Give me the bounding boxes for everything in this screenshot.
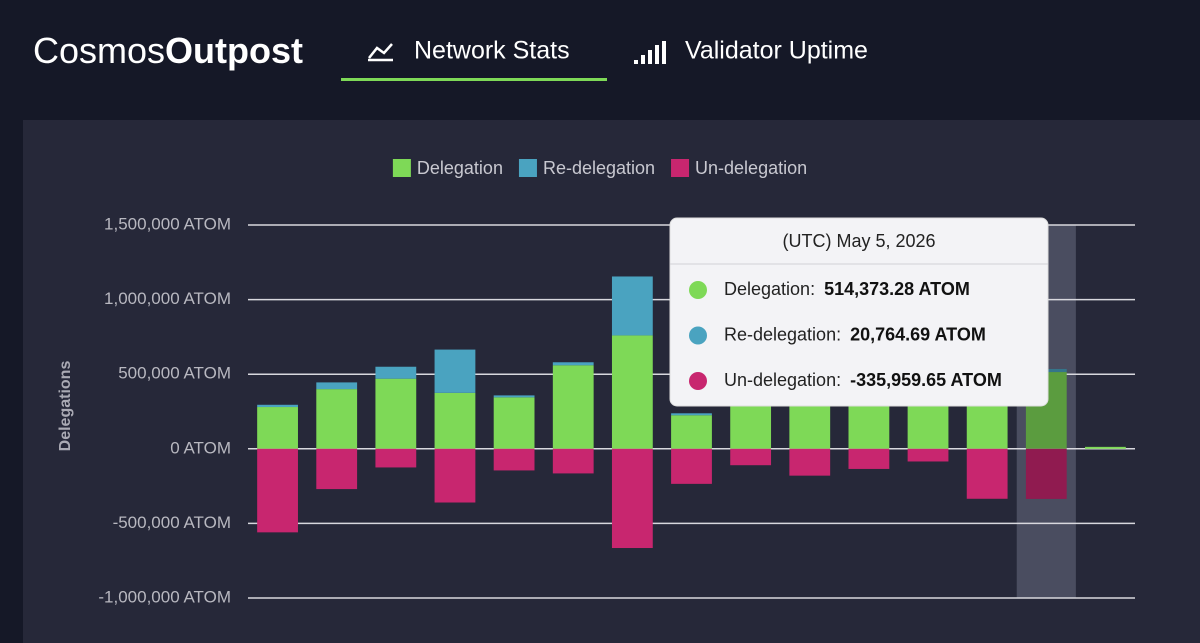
signal-icon — [662, 41, 666, 64]
legend-label: Delegation — [417, 158, 503, 178]
y-tick-label: 0 ATOM — [170, 438, 231, 457]
bar-segment — [493, 395, 535, 398]
bar-segment — [316, 382, 358, 390]
tooltip-label: Re-delegation: — [724, 324, 841, 344]
bar-segment — [434, 448, 476, 503]
bar-segment — [611, 448, 653, 549]
bar-segment — [671, 415, 712, 449]
y-tick-label: -1,000,000 ATOM — [98, 587, 231, 606]
bar-segment — [966, 448, 1008, 499]
signal-icon — [634, 60, 638, 64]
active-underline — [341, 78, 607, 81]
tooltip: (UTC) May 5, 2026 Delegation: 514,373.28 A… — [669, 217, 1049, 407]
bar-segment — [493, 397, 535, 449]
bar-segment — [552, 365, 594, 449]
tooltip-label: Un-delegation: — [724, 370, 841, 390]
bar-segment — [1085, 446, 1126, 449]
bar-segment — [1025, 448, 1067, 499]
tooltip-dot — [689, 281, 707, 299]
bar-segment — [257, 404, 298, 408]
legend-swatch — [392, 159, 411, 177]
signal-icon — [655, 45, 659, 64]
tooltip-label: Delegation: — [724, 279, 815, 299]
bar-segment — [552, 448, 594, 474]
nav-label: Validator Uptime — [685, 37, 868, 65]
signal-icon — [641, 55, 645, 64]
y-tick-label: 500,000 ATOM — [118, 364, 231, 383]
bar-segment — [671, 413, 712, 416]
bar-segment — [375, 448, 417, 468]
bar-segment — [493, 448, 535, 471]
tooltip-dot — [689, 372, 707, 390]
bar-segment — [789, 448, 831, 476]
tooltip-value: -335,959.65 ATOM — [850, 370, 1002, 390]
tooltip-value: 20,764.69 ATOM — [850, 324, 986, 344]
y-tick-label: 1,000,000 ATOM — [104, 289, 231, 308]
bar-segment — [434, 392, 476, 449]
tooltip-dot — [689, 326, 707, 345]
bar-segment — [730, 448, 772, 466]
tooltip-box — [669, 217, 1049, 407]
y-axis-title: Delegations — [57, 361, 74, 452]
bar-segment — [316, 389, 358, 449]
bar-segment — [316, 448, 358, 490]
legend-swatch — [518, 159, 537, 177]
nav-label: Network Stats — [414, 37, 570, 65]
legend-swatch — [671, 159, 690, 177]
chart-icon — [368, 43, 393, 59]
bar-segment — [375, 366, 417, 379]
y-tick-label: 1,500,000 ATOM — [104, 214, 231, 233]
bar-segment — [257, 448, 298, 533]
bar-segment — [257, 407, 298, 449]
bar-segment — [434, 349, 476, 393]
bar-segment — [611, 276, 653, 336]
signal-icon — [648, 50, 652, 64]
bar-segment — [907, 448, 949, 462]
brand-light: Cosmos — [33, 30, 165, 71]
tooltip-value: 514,373.28 ATOM — [824, 279, 970, 299]
y-tick-label: -500,000 ATOM — [113, 513, 231, 532]
legend-label: Un-delegation — [695, 158, 807, 178]
tooltip-title: (UTC) May 5, 2026 — [782, 231, 935, 251]
nav-network-stats[interactable]: Network Stats — [341, 37, 607, 81]
legend: Delegation Re-delegation Un-delegation — [392, 158, 807, 178]
nav-validator-uptime[interactable]: Validator Uptime — [634, 37, 868, 65]
bar-segment — [671, 448, 712, 484]
bar-segment — [552, 362, 594, 366]
bar-segment — [611, 335, 653, 449]
brand-bold: Outpost — [165, 30, 303, 71]
brand: CosmosOutpost — [33, 30, 303, 71]
bar-segment — [848, 448, 890, 469]
bar-segment — [375, 378, 417, 449]
legend-label: Re-delegation — [543, 158, 655, 178]
